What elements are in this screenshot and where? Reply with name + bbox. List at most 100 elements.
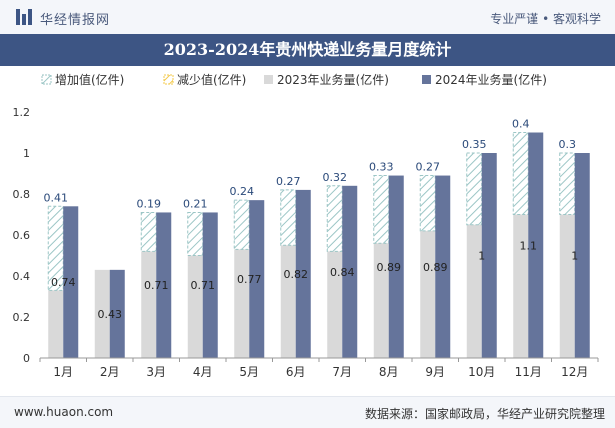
bar-2024-value-label: 0.82 bbox=[284, 268, 309, 281]
month-group: 0.27 0.82 bbox=[276, 175, 311, 358]
bar-2023 bbox=[187, 255, 203, 358]
bar-2024-value-label: 0.74 bbox=[51, 276, 76, 289]
bar-2024 bbox=[574, 153, 590, 358]
bar-2024-value-label: 0.71 bbox=[144, 279, 169, 292]
bar-2024-value-label: 1 bbox=[571, 250, 578, 263]
bar-2024-value-label: 0.43 bbox=[98, 308, 123, 321]
increase-value-label: 0.32 bbox=[323, 171, 348, 184]
bar-increase bbox=[187, 211, 204, 256]
bar-2024-value-label: 1.1 bbox=[520, 239, 538, 252]
legend-increase-swatch bbox=[41, 74, 52, 85]
month-group: 0.19 0.71 bbox=[137, 197, 172, 358]
top-bar: 华经情报网 专业严谨 • 客观科学 bbox=[0, 0, 615, 35]
footer: www.huaon.com 数据来源：国家邮政局，华经产业研究院整理 bbox=[0, 396, 615, 428]
bar-2023 bbox=[513, 214, 529, 358]
bar-2023 bbox=[141, 251, 157, 358]
bar-2023 bbox=[559, 214, 575, 358]
bar-2024-value-label: 0.89 bbox=[377, 261, 402, 274]
y-tick-label: 0.8 bbox=[13, 188, 31, 201]
site-url: www.huaon.com bbox=[14, 405, 114, 419]
x-tick-label: 12月 bbox=[561, 365, 588, 379]
bar-2023 bbox=[48, 290, 64, 358]
y-tick-label: 0.6 bbox=[13, 229, 31, 242]
bar-increase bbox=[326, 185, 343, 252]
bar-2023 bbox=[373, 243, 389, 358]
y-tick-label: 1 bbox=[23, 147, 30, 160]
bar-increase bbox=[512, 132, 529, 215]
x-tick-label: 8月 bbox=[379, 365, 399, 379]
bar-2024 bbox=[249, 200, 265, 358]
month-group: 0.24 0.77 bbox=[230, 185, 265, 358]
increase-value-label: 0.3 bbox=[559, 138, 577, 151]
bar-2023 bbox=[94, 269, 110, 358]
bar-2024 bbox=[481, 153, 497, 358]
month-group: 0.33 0.89 bbox=[369, 161, 404, 358]
increase-value-label: 0.21 bbox=[183, 197, 208, 210]
bar-increase bbox=[373, 175, 390, 244]
bar-2024 bbox=[109, 269, 125, 358]
bar-2024 bbox=[156, 212, 172, 358]
bar-2024 bbox=[342, 185, 358, 358]
x-tick-label: 5月 bbox=[239, 365, 259, 379]
y-tick-label: 0 bbox=[23, 352, 30, 365]
logo-icon bbox=[16, 9, 32, 25]
x-tick-label: 11月 bbox=[515, 365, 542, 379]
increase-value-label: 0.19 bbox=[137, 197, 162, 210]
legend-2024-swatch bbox=[422, 75, 431, 84]
increase-value-label: 0.24 bbox=[230, 185, 255, 198]
legend-decrease-label: 减少值(亿件) bbox=[177, 72, 246, 87]
bar-2023 bbox=[466, 224, 482, 358]
bar-increase bbox=[140, 211, 157, 252]
x-tick-label: 7月 bbox=[332, 365, 352, 379]
month-group: 0.31 bbox=[559, 138, 590, 358]
legend-decrease: 减少值(亿件) bbox=[163, 72, 246, 87]
bar-2024 bbox=[528, 132, 544, 358]
bar-increase bbox=[466, 152, 483, 226]
x-tick-label: 2月 bbox=[100, 365, 120, 379]
legend: 增加值(亿件) 减少值(亿件) 2023年业务量(亿件) 2024年业务量(亿件) bbox=[41, 72, 547, 87]
bar-2024-value-label: 0.89 bbox=[423, 261, 448, 274]
brand-name: 华经情报网 bbox=[40, 13, 111, 28]
bar-2024-value-label: 1 bbox=[478, 250, 485, 263]
bar-2023 bbox=[420, 230, 436, 358]
x-tick-label: 10月 bbox=[468, 365, 495, 379]
x-tick-label: 1月 bbox=[53, 365, 73, 379]
bar-2024 bbox=[63, 206, 79, 358]
y-axis: 0 0.2 0.4 0.6 0.8 1 1.2 bbox=[13, 106, 31, 365]
increase-value-label: 0.27 bbox=[416, 161, 441, 174]
month-group: 0.27 0.89 bbox=[416, 161, 451, 358]
bar-2023 bbox=[234, 249, 250, 358]
increase-value-label: 0.33 bbox=[369, 161, 394, 174]
bar-2024-value-label: 0.71 bbox=[191, 279, 216, 292]
legend-2023-swatch bbox=[264, 75, 273, 84]
bars: 0.410.740.430.190.710.210.710.240.770.27… bbox=[44, 118, 590, 358]
legend-2023-label: 2023年业务量(亿件) bbox=[277, 72, 389, 87]
bar-increase bbox=[280, 189, 297, 246]
month-group: 0.41 0.74 bbox=[44, 191, 79, 358]
chart-title: 2023-2024年贵州快递业务量月度统计 bbox=[163, 40, 452, 59]
y-tick-label: 0.2 bbox=[13, 311, 31, 324]
legend-increase: 增加值(亿件) bbox=[41, 72, 124, 87]
legend-2024: 2024年业务量(亿件) bbox=[422, 72, 547, 87]
tagline: 专业严谨 • 客观科学 bbox=[490, 12, 601, 26]
month-group: 0.4 1.1 bbox=[512, 118, 544, 358]
bar-2023 bbox=[327, 251, 343, 358]
increase-value-label: 0.35 bbox=[462, 138, 487, 151]
legend-2023: 2023年业务量(亿件) bbox=[264, 72, 389, 87]
bar-2024-value-label: 0.84 bbox=[330, 266, 355, 279]
month-group: 0.35 1 bbox=[462, 138, 497, 358]
y-tick-label: 1.2 bbox=[13, 106, 31, 119]
month-group: 0.21 0.71 bbox=[183, 197, 218, 358]
bar-2024 bbox=[295, 189, 311, 358]
x-tick-label: 3月 bbox=[146, 365, 166, 379]
increase-value-label: 0.41 bbox=[44, 191, 69, 204]
bar-2024-value-label: 0.77 bbox=[237, 273, 262, 286]
bar-2024 bbox=[388, 175, 404, 358]
chart-area: 增加值(亿件) 减少值(亿件) 2023年业务量(亿件) 2024年业务量(亿件) 0… bbox=[13, 72, 599, 379]
bar-increase bbox=[559, 152, 576, 215]
month-group: 0.43 bbox=[94, 269, 125, 358]
bar-increase bbox=[419, 175, 436, 232]
x-tick-label: 6月 bbox=[286, 365, 306, 379]
increase-value-label: 0.4 bbox=[512, 118, 530, 131]
month-group: 0.32 0.84 bbox=[323, 171, 358, 358]
